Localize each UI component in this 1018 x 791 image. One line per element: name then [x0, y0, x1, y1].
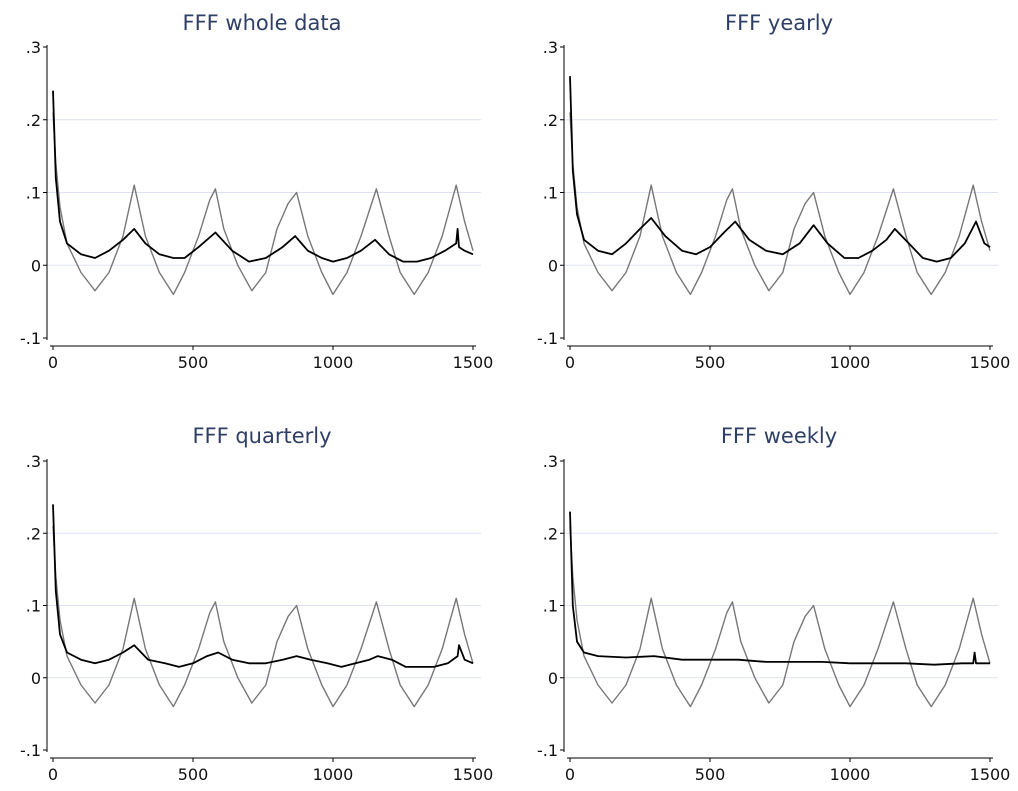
- y-tick-label: -.1: [20, 329, 41, 348]
- panel-fff-whole-data: FFF whole data -.1 0 .1 .2 .3 0 500 1000 1500: [20, 11, 493, 372]
- x-tick-label: 0: [48, 765, 58, 784]
- series-line-gray: [569, 525, 991, 708]
- panel-title: FFF yearly: [725, 11, 833, 35]
- x-tick-label: 1500: [970, 765, 1011, 784]
- y-tick-label: 0: [548, 669, 558, 688]
- x-tick-label: 0: [565, 353, 575, 372]
- series-line-gray: [52, 525, 474, 708]
- panel-fff-yearly: FFF yearly -.1 0 .1 .2 .3 0 500 1000 1500: [537, 11, 1010, 372]
- y-tick-label: .1: [26, 184, 41, 203]
- x-tick-label: 500: [695, 765, 726, 784]
- panel-fff-quarterly: FFF quarterly -.1 0 .1 .2 .3 0 500 1000 1500: [20, 424, 493, 784]
- x-tick-label: 1000: [830, 765, 871, 784]
- panel-fff-weekly: FFF weekly -.1 0 .1 .2 .3 0 500 1000 1500: [537, 424, 1010, 784]
- series-line-black: [52, 504, 474, 668]
- y-tick-label: .3: [26, 38, 41, 57]
- y-tick-label: .1: [543, 597, 558, 616]
- y-tick-label: 0: [548, 256, 558, 275]
- x-tick-label: 1000: [313, 765, 354, 784]
- series-line-gray: [52, 112, 474, 296]
- x-tick-label: 1500: [970, 353, 1011, 372]
- y-tick-label: .1: [543, 184, 558, 203]
- x-tick-label: 1500: [453, 765, 494, 784]
- y-tick-label: -.1: [20, 741, 41, 760]
- x-tick-label: 500: [695, 353, 726, 372]
- y-tick-label: .2: [543, 524, 558, 543]
- panel-title: FFF whole data: [183, 11, 342, 35]
- x-tick-label: 1000: [830, 353, 871, 372]
- series-line-gray: [569, 112, 991, 296]
- x-tick-label: 1500: [453, 353, 494, 372]
- y-tick-label: .2: [543, 111, 558, 130]
- y-tick-label: .1: [26, 597, 41, 616]
- x-tick-label: 0: [565, 765, 575, 784]
- y-tick-label: .3: [543, 452, 558, 471]
- panel-title: FFF quarterly: [192, 424, 331, 448]
- series-line-black: [569, 511, 990, 666]
- y-tick-label: 0: [31, 256, 41, 275]
- x-tick-label: 1000: [313, 353, 354, 372]
- series-line-black: [52, 90, 474, 263]
- y-tick-label: -.1: [537, 329, 558, 348]
- x-tick-label: 500: [178, 353, 209, 372]
- y-tick-label: .2: [26, 524, 41, 543]
- x-tick-label: 0: [48, 353, 58, 372]
- x-tick-label: 500: [178, 765, 209, 784]
- panel-title: FFF weekly: [721, 424, 837, 448]
- y-tick-label: .3: [543, 38, 558, 57]
- series-line-black: [569, 76, 991, 263]
- y-tick-label: -.1: [537, 741, 558, 760]
- y-tick-label: .2: [26, 111, 41, 130]
- y-tick-label: 0: [31, 669, 41, 688]
- y-tick-label: .3: [26, 452, 41, 471]
